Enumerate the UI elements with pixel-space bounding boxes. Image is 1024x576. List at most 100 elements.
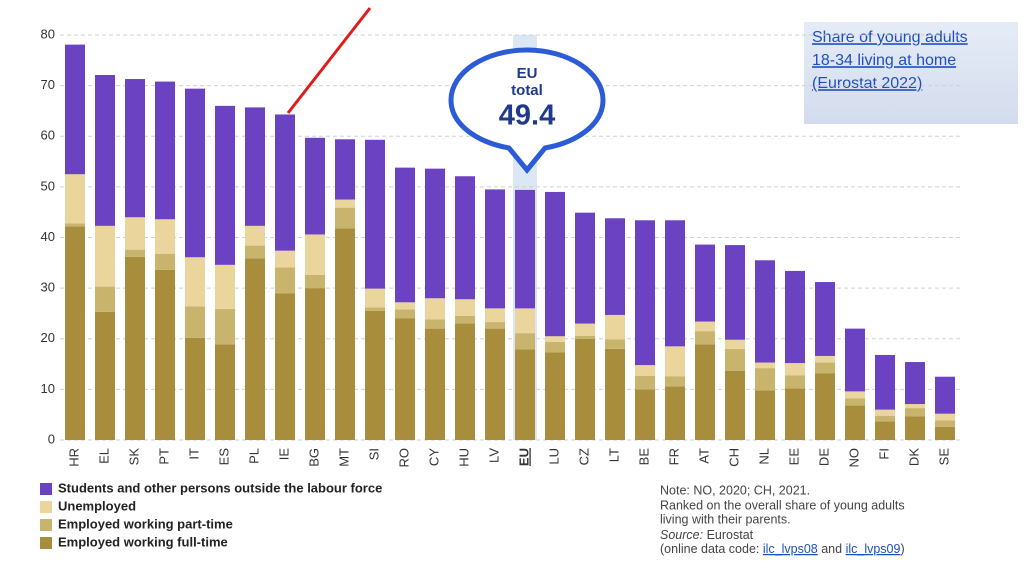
bar-segment xyxy=(245,245,265,259)
bar-segment xyxy=(485,328,505,440)
callout-value: 49.4 xyxy=(499,100,555,132)
y-tick-label: 0 xyxy=(48,431,55,446)
x-tick-label: SK xyxy=(126,448,141,466)
bar-segment xyxy=(905,362,925,405)
bar-segment xyxy=(845,398,865,406)
bar-segment xyxy=(575,323,595,336)
legend-label: Employed working full-time xyxy=(58,534,228,549)
y-tick-label: 10 xyxy=(41,381,55,396)
bar-segment xyxy=(425,298,445,320)
bar-segment xyxy=(845,405,865,440)
bar-segment xyxy=(95,286,115,312)
bar-segment xyxy=(815,355,835,363)
bar-segment xyxy=(605,314,625,340)
note-box-line: Share of young adults xyxy=(812,29,968,46)
y-tick-label: 20 xyxy=(41,330,55,345)
code-text: and xyxy=(818,542,846,556)
x-tick-label: NL xyxy=(756,448,771,465)
bar-segment xyxy=(695,244,715,322)
bar-segment xyxy=(425,328,445,440)
bar-segment xyxy=(785,270,805,364)
x-tick-label: FR xyxy=(666,448,681,465)
bar-segment xyxy=(635,389,655,440)
bar-segment xyxy=(785,375,805,389)
x-tick-label: LT xyxy=(606,448,621,462)
x-tick-label: AT xyxy=(696,448,711,464)
bar-segment xyxy=(215,264,235,309)
bar-segment xyxy=(575,338,595,440)
bar-segment xyxy=(515,308,535,334)
bar-segment xyxy=(425,319,445,329)
source-label: Source: xyxy=(660,528,703,542)
x-tick-label: PT xyxy=(156,448,171,465)
x-tick-label: EL xyxy=(96,448,111,464)
x-tick-label: SE xyxy=(936,448,951,466)
bar-segment xyxy=(185,337,205,440)
legend-swatch xyxy=(40,483,52,495)
bar-segment xyxy=(665,376,685,387)
bar-segment xyxy=(725,370,745,440)
legend-swatch xyxy=(40,519,52,531)
x-tick-label: IT xyxy=(186,448,201,460)
bar-segment xyxy=(695,321,715,332)
bar-segment xyxy=(635,220,655,366)
x-tick-label: NO xyxy=(846,448,861,468)
bar-segment xyxy=(365,307,385,311)
bar-segment xyxy=(215,105,235,265)
y-tick-label: 70 xyxy=(41,77,55,92)
code-link[interactable]: ilc_lvps08 xyxy=(763,542,818,556)
x-tick-label: CZ xyxy=(576,448,591,465)
bar-segment xyxy=(125,217,145,250)
bar-segment xyxy=(455,176,475,300)
bar-segment xyxy=(545,336,565,342)
bar-segment xyxy=(395,167,415,303)
bar-segment xyxy=(875,354,895,410)
x-tick-label: LV xyxy=(486,448,501,463)
callout-bubble xyxy=(448,47,606,174)
bar-segment xyxy=(485,322,505,329)
bar-segment xyxy=(545,352,565,440)
bar-segment xyxy=(755,260,775,363)
bar-segment xyxy=(935,413,955,421)
legend-swatch xyxy=(40,501,52,513)
bar-segment xyxy=(95,311,115,440)
bar-segment xyxy=(245,258,265,440)
bar-segment xyxy=(545,191,565,337)
bar-segment xyxy=(335,207,355,229)
bar-segment xyxy=(65,174,85,224)
bar-segment xyxy=(725,245,745,340)
note-line: living with their parents. xyxy=(660,512,791,526)
x-tick-label: IE xyxy=(276,448,291,461)
bar-segment xyxy=(695,331,715,345)
bar-segment xyxy=(425,168,445,299)
bar-segment xyxy=(305,137,325,235)
code-text: (online data code: xyxy=(660,542,763,556)
bar-segment xyxy=(125,79,145,218)
bar-segment xyxy=(215,308,235,345)
bar-segment xyxy=(875,409,895,416)
bar-segment xyxy=(335,139,355,200)
x-tick-label: PL xyxy=(246,448,261,464)
note-box-line: 18-34 living at home xyxy=(812,52,956,69)
bar-segment xyxy=(515,333,535,350)
bar-segment xyxy=(125,256,145,440)
bar-segment xyxy=(305,234,325,275)
bar-segment xyxy=(155,253,175,270)
callout-text: EU xyxy=(517,65,538,82)
bar-segment xyxy=(185,257,205,307)
bar-segment xyxy=(725,348,745,371)
y-tick-label: 30 xyxy=(41,280,55,295)
y-tick-label: 80 xyxy=(41,26,55,41)
pointer-line xyxy=(286,7,372,114)
bar-segment xyxy=(485,189,505,309)
bar-segment xyxy=(575,335,595,339)
bar-segment xyxy=(215,344,235,440)
x-tick-label: HR xyxy=(66,448,81,467)
source: Source: Eurostat xyxy=(660,528,754,542)
bar-segment xyxy=(935,376,955,414)
code-link[interactable]: ilc_lvps09 xyxy=(846,542,901,556)
legend-label: Employed working part-time xyxy=(58,516,233,531)
source-name: Eurostat xyxy=(707,528,754,542)
x-tick-label: LU xyxy=(546,448,561,465)
bar-segment xyxy=(395,318,415,440)
